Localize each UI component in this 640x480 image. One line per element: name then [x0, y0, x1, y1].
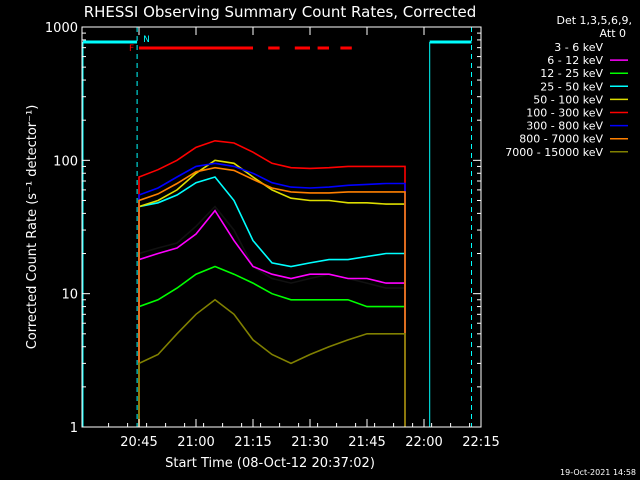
legend-label: 50 - 100 keV [533, 93, 603, 106]
x-axis-label: Start Time (08-Oct-12 20:37:02) [165, 456, 375, 471]
y-tick-label: 1000 [45, 21, 78, 36]
series-line [138, 139, 406, 427]
x-tick-label: 22:15 [462, 435, 499, 450]
legend-label: 3 - 6 keV [554, 41, 603, 54]
x-axis: 20:45 21:00 21:15 21:30 21:45 22:00 22:15 [108, 27, 500, 450]
x-tick-label: 20:45 [120, 435, 157, 450]
plot-frame [81, 26, 482, 428]
night-label: N [143, 35, 150, 45]
series-line [138, 209, 406, 427]
series-line [138, 298, 406, 427]
series-line [138, 162, 406, 427]
legend-label: 7000 - 15000 keV [505, 146, 603, 159]
x-tick-label: 21:30 [291, 435, 328, 450]
series-line [138, 265, 406, 427]
series-line [138, 159, 406, 427]
legend-label: 12 - 25 keV [540, 67, 603, 80]
y-tick-label: 10 [61, 288, 78, 303]
plot-area: NF [82, 27, 472, 427]
y-tick-label: 100 [53, 154, 78, 169]
legend-label: 6 - 12 keV [547, 54, 603, 67]
y-axis-label: Corrected Count Rate (s⁻¹ detector⁻¹) [25, 105, 40, 350]
y-tick-label: 1 [70, 421, 78, 436]
legend-label: 800 - 7000 keV [519, 133, 603, 146]
y-axis: 1 10 100 1000 [45, 21, 481, 436]
legend-label: 300 - 800 keV [526, 120, 603, 133]
series-line [138, 205, 406, 427]
x-tick-label: 21:15 [234, 435, 271, 450]
timestamp: 19-Oct-2021 14:58 [560, 468, 636, 477]
legend-label: 100 - 300 keV [526, 107, 603, 120]
legend-header-line1: Det 1,3,5,6,9, [556, 14, 632, 27]
x-tick-label: 22:00 [405, 435, 442, 450]
series-line [138, 166, 406, 427]
x-tick-label: 21:45 [348, 435, 385, 450]
series-line [138, 176, 406, 427]
x-tick-label: 21:00 [177, 435, 214, 450]
legend-header-line2: Att 0 [600, 27, 626, 40]
legend-label: 25 - 50 keV [540, 80, 603, 93]
flare-label: F [129, 44, 134, 54]
chart-title: RHESSI Observing Summary Count Rates, Co… [84, 3, 477, 21]
